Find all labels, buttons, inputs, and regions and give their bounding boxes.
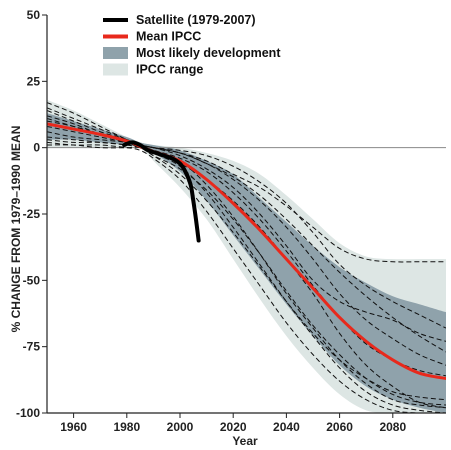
x-tick-label: 2060 [326, 420, 353, 434]
x-tick-label: 2080 [379, 420, 406, 434]
y-tick-label: 0 [33, 141, 40, 155]
legend-label: Most likely development [136, 46, 281, 60]
model-run-line-10 [47, 144, 446, 406]
legend-swatch-patch [103, 63, 128, 76]
legend-label: IPCC range [136, 63, 203, 77]
legend-swatch-patch [103, 47, 128, 59]
model-run-line-4 [47, 131, 446, 366]
y-axis-title: % CHANGE FROM 1979–1990 MEAN [9, 126, 23, 333]
y-tick-label: 50 [27, 8, 41, 22]
satellite-observation-line [122, 140, 201, 243]
model-run-line-9 [47, 107, 446, 329]
x-tick-label: 2000 [167, 420, 194, 434]
model-run-lines [47, 102, 446, 413]
y-tick-label: -100 [16, 406, 40, 420]
most-likely-area [47, 113, 446, 413]
model-run-line-8 [47, 125, 446, 409]
model-run-line-6 [47, 141, 446, 413]
y-tick-label: -50 [23, 273, 41, 287]
x-tick-label: 1960 [60, 420, 87, 434]
legend-label: Satellite (1979-2007) [136, 13, 256, 27]
y-tick-label: -75 [23, 340, 41, 354]
legend: Satellite (1979-2007) Mean IPCC Most likel… [103, 13, 281, 77]
most-likely-band [47, 113, 446, 413]
data-series [47, 122, 446, 381]
x-tick-label: 2020 [220, 420, 247, 434]
model-run-line-2 [47, 110, 446, 342]
model-run-line-1 [47, 102, 446, 263]
legend-label: Mean IPCC [136, 30, 201, 44]
mean-ipcc-line [47, 122, 446, 381]
x-tick-label: 2040 [273, 420, 300, 434]
x-axis-title: Year [232, 434, 258, 448]
model-run-line-12 [47, 139, 446, 413]
axes: 50 25 0 -25 -50 -75 -100 1960 1980 2000 2020 2040 20… [16, 8, 446, 434]
y-tick-label: -25 [23, 207, 41, 221]
y-tick-label: 25 [27, 74, 41, 88]
x-tick-label: 1980 [113, 420, 140, 434]
